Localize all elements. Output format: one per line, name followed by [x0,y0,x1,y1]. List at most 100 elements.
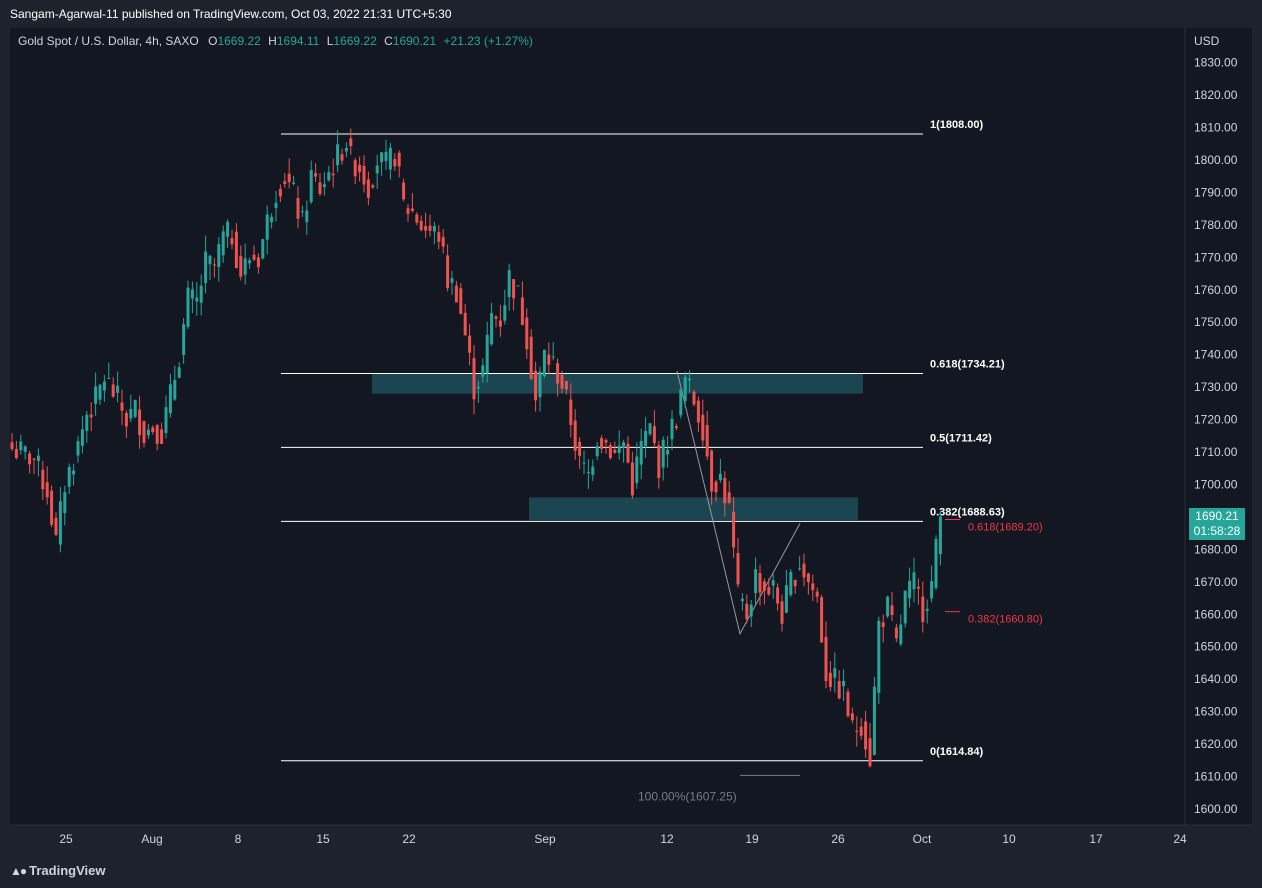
candle [142,420,146,448]
candle [573,409,577,460]
candle-body [762,581,766,591]
price-chart[interactable]: 1(1808.00) 0.618(1734.21) 0.5(1711.42) 0.38… [0,0,1262,854]
candle-body [714,481,718,493]
candle [727,481,731,505]
candle [736,537,740,588]
candle-body [450,278,454,283]
candle [120,389,124,426]
candle-body [591,466,595,475]
candle-body [239,256,243,277]
candle [516,285,520,287]
x-tick-label: Oct [913,832,932,846]
candle-body [463,312,467,336]
candle-body [520,297,524,325]
candle [688,370,692,393]
x-tick-label: 24 [1173,832,1187,846]
candle-body [503,305,507,321]
y-tick-label: 1760.00 [1194,283,1238,297]
candle [762,578,766,605]
candle [186,280,190,329]
candle [221,225,225,263]
price-zone [529,497,858,521]
y-tick-label: 1770.00 [1194,250,1238,264]
candle-body [507,270,511,297]
candle [278,184,282,203]
candle [481,358,485,383]
x-tick-label: 8 [235,832,242,846]
candle [490,302,494,346]
candle [683,372,687,408]
candle [626,436,630,464]
candle-body [604,440,608,443]
candle [648,423,652,436]
candle [190,281,194,314]
candle-body [771,580,775,586]
candle [670,410,674,451]
candle [89,402,93,432]
candle-body [881,622,885,628]
candle [424,212,428,239]
candle-body [692,391,696,405]
candle [454,280,458,303]
candle-body [226,221,230,237]
candle [248,257,252,269]
x-tick-label: Aug [141,832,162,846]
candle [560,370,564,394]
candle-body [384,151,388,161]
candle [723,471,727,517]
candle-body [639,440,643,465]
candle-body [617,445,621,454]
candle [388,142,392,180]
candle-body [666,449,670,455]
candle [916,578,920,605]
candle [652,410,656,448]
candle-body [481,365,485,377]
candle [314,163,318,182]
candle-body [195,297,199,302]
candle [160,422,164,445]
y-tick-label: 1800.00 [1194,153,1238,167]
candle-body [516,285,520,287]
candle [679,389,683,419]
candle [556,358,560,397]
candle [890,591,894,622]
fib-level-label: 1(1808.00) [930,119,984,131]
tradingview-logo[interactable]: ▲● TradingView [10,863,105,878]
candle-body [736,553,740,585]
candle [507,263,511,311]
candle [718,458,722,483]
candle [771,573,775,599]
candle-body [727,492,731,503]
y-tick-label: 1710.00 [1194,445,1238,459]
candle-body [300,211,304,213]
candle [881,614,885,643]
candle [305,200,309,235]
candle-body [446,255,450,289]
candle [358,156,362,182]
y-tick-label: 1650.00 [1194,640,1238,654]
candle-body [534,370,538,401]
y-tick-label: 1640.00 [1194,672,1238,686]
candle [182,318,186,364]
candle-body [582,462,586,464]
candle-body [243,258,247,275]
candle [415,212,419,226]
candle [569,383,573,438]
candle [908,567,912,608]
candle-body [613,449,617,453]
candle [710,449,714,505]
last-price-tag: 1690.21 01:58:28 [1189,508,1245,540]
candle [824,621,828,689]
candle-body [36,455,40,461]
candle [806,572,810,595]
x-tick-label: 12 [660,832,674,846]
candle-body [50,490,54,525]
y-tick-label: 1820.00 [1194,88,1238,102]
candle [270,213,274,229]
candle-body [432,225,436,232]
candle [859,717,863,740]
y-tick-label: 1610.00 [1194,770,1238,784]
candle [802,553,806,587]
candle [107,362,111,380]
candle [419,215,423,232]
